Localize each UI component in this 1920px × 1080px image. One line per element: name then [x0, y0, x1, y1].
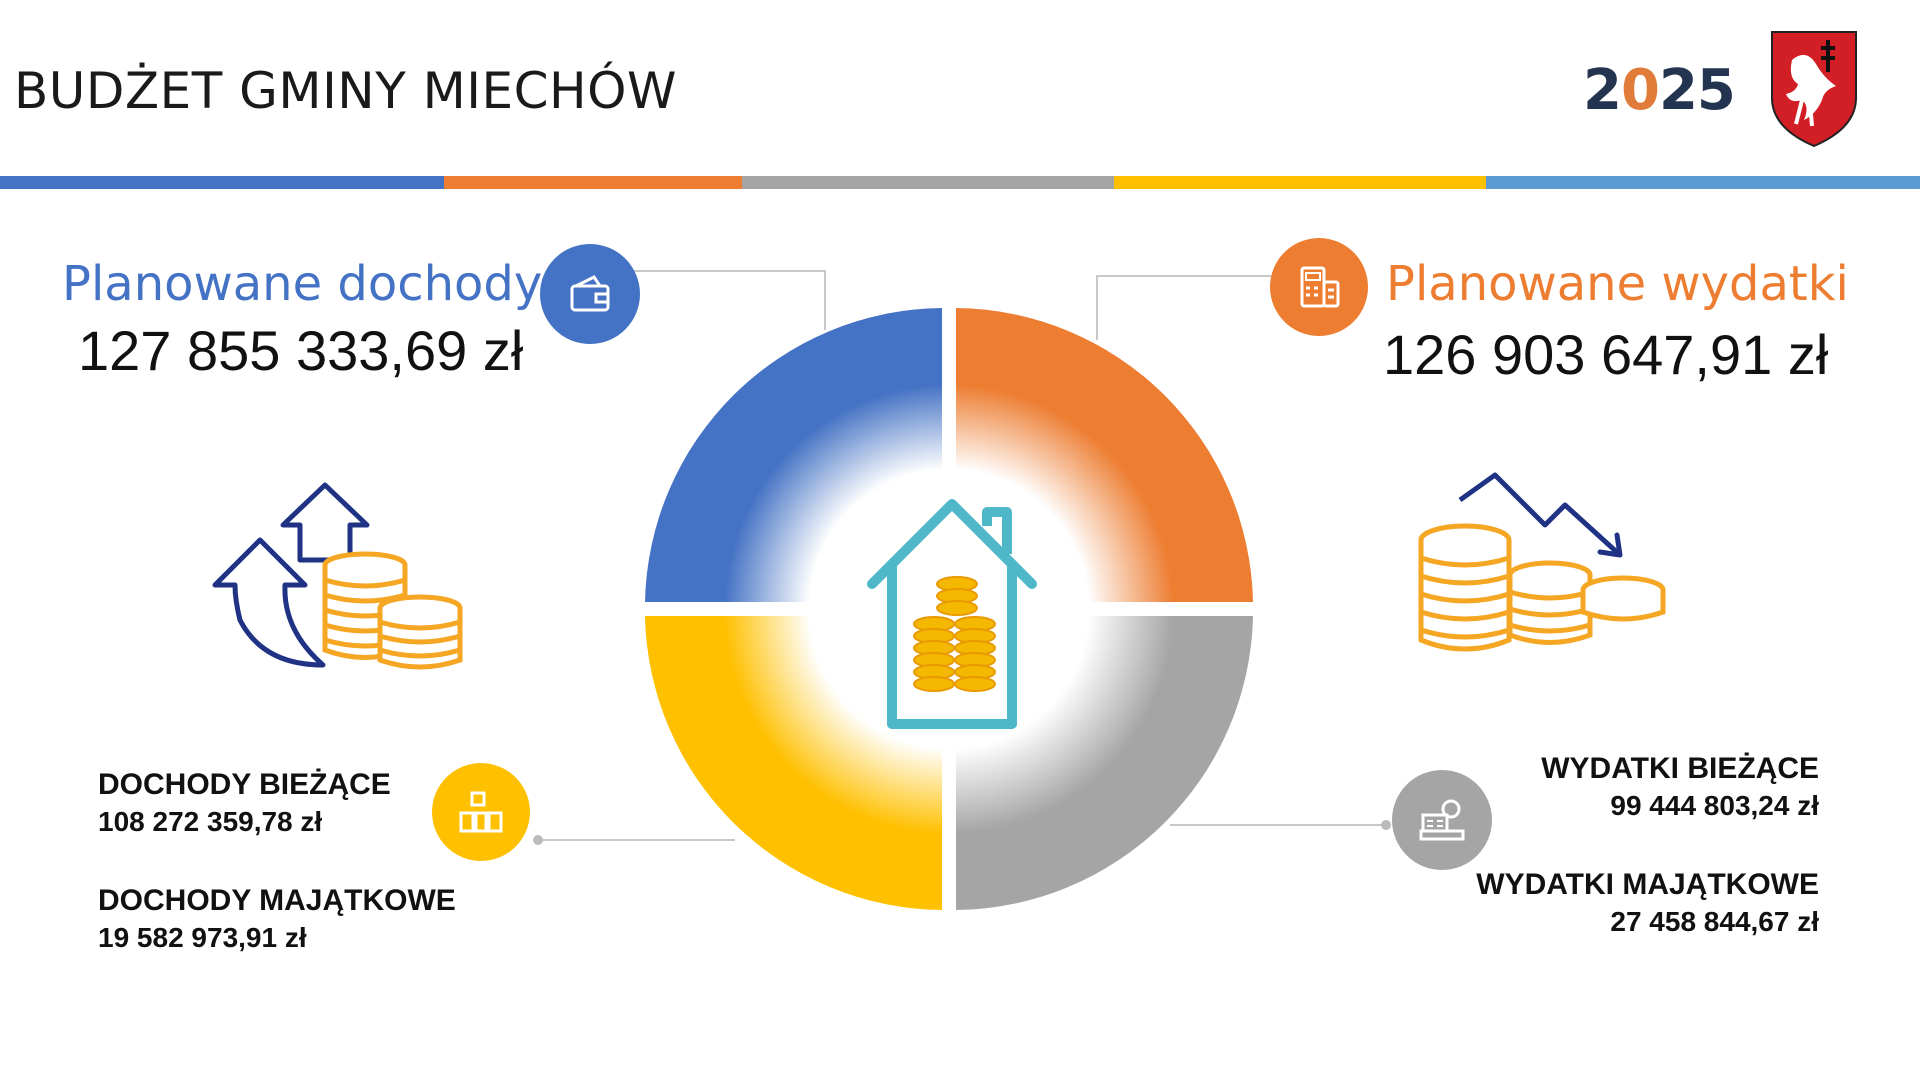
expense-property-value: 27 458 844,67 zł	[1610, 906, 1819, 937]
expense-current-value: 99 444 803,24 zł	[1610, 790, 1819, 821]
coat-of-arms-icon	[1771, 31, 1857, 148]
calculator-badge	[1270, 238, 1368, 336]
arrow-down-coins-icon	[1418, 472, 1666, 652]
stripe-blue	[0, 176, 444, 189]
stripe-gray	[742, 176, 1114, 189]
calculator-icon	[1300, 266, 1340, 308]
expense-current-label: WYDATKI BIEŻĄCE	[1541, 752, 1819, 785]
wallet-icon	[570, 275, 610, 312]
income-current-label: DOCHODY BIEŻĄCE	[98, 768, 391, 801]
arrows-up-coins-icon	[212, 482, 463, 670]
budget-donut	[645, 308, 1253, 910]
buildings-icon	[459, 791, 503, 833]
income-total: 127 855 333,69 zł	[78, 319, 524, 382]
income-current-value: 108 272 359,78 zł	[98, 806, 323, 837]
expense-property-label: WYDATKI MAJĄTKOWE	[1476, 868, 1819, 901]
stripe-lightblue	[1486, 176, 1920, 189]
year-digit: 2	[1583, 58, 1622, 123]
stripe-yellow	[1114, 176, 1486, 189]
income-property-label: DOCHODY MAJĄTKOWE	[98, 884, 456, 917]
house-coins-icon	[867, 499, 1037, 729]
expense-total: 126 903 647,91 zł	[1383, 323, 1829, 386]
year-label: 2025	[1583, 58, 1736, 123]
cash-register-icon	[1419, 799, 1465, 841]
income-title: Planowane dochody	[62, 256, 543, 312]
wallet-badge	[540, 244, 640, 344]
year-digits: 25	[1658, 58, 1736, 123]
cash-register-badge	[1392, 770, 1492, 870]
year-accent-digit: 0	[1620, 58, 1660, 123]
buildings-badge	[432, 763, 530, 861]
income-property-value: 19 582 973,91 zł	[98, 922, 307, 953]
stripe-orange	[444, 176, 742, 189]
page-title: BUDŻET GMINY MIECHÓW	[14, 62, 677, 120]
expense-title: Planowane wydatki	[1386, 256, 1849, 312]
